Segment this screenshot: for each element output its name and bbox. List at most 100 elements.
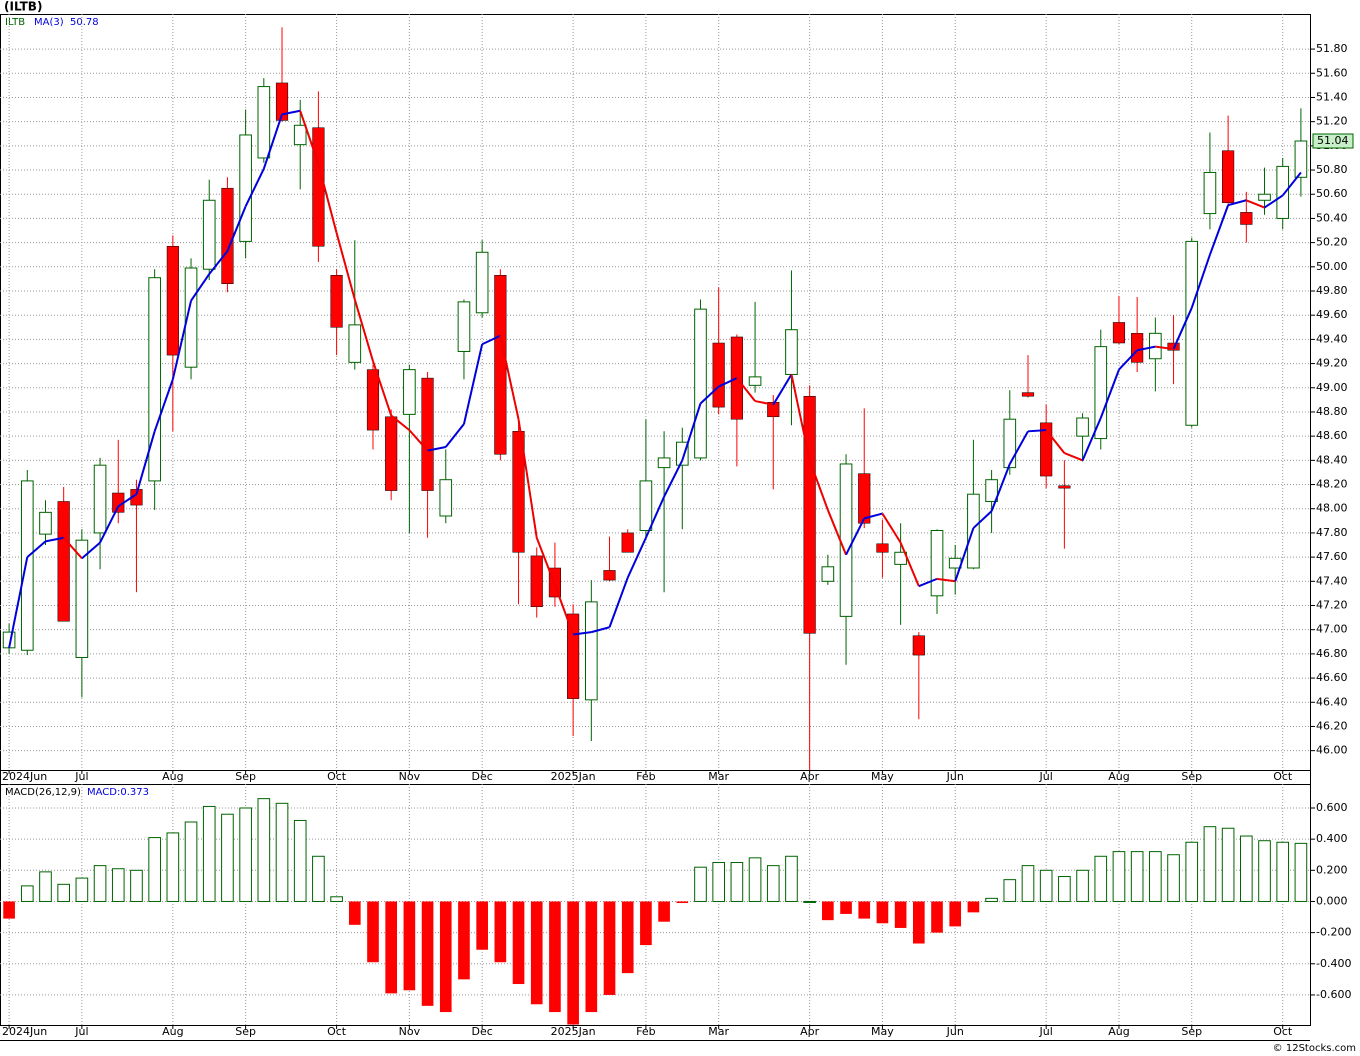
y-tick-label: 49.40 [1316, 332, 1348, 345]
macd-bar [1203, 826, 1217, 902]
candle-body [1276, 165, 1290, 219]
candle-body [93, 464, 107, 534]
y-tick-label: 46.40 [1316, 695, 1348, 708]
macd-bar [931, 901, 943, 933]
candle-body [712, 342, 725, 408]
ma-line [626, 537, 647, 579]
ma-line [1027, 429, 1047, 433]
ma-line [1263, 194, 1284, 209]
x-tick-label: Mar [708, 1025, 729, 1038]
candle-body [348, 324, 362, 363]
legend-symbol: ILTB [5, 17, 25, 28]
ma-line [881, 513, 902, 544]
ma-line [954, 527, 975, 582]
macd-bar [458, 901, 470, 980]
macd-bar [348, 901, 361, 925]
ma-line [845, 517, 866, 556]
candle-body [748, 376, 762, 386]
ma-line [772, 373, 793, 406]
x-tick-label: 2024Jun [2, 770, 47, 783]
y-tick-label: 50.40 [1316, 211, 1348, 224]
candle-body [221, 187, 234, 284]
macd-bar [1185, 841, 1199, 902]
x-tick-label: Aug [1108, 1025, 1129, 1038]
y-tick-label: 46.20 [1316, 719, 1348, 732]
candle-body [1058, 485, 1071, 489]
ma-line [1045, 429, 1066, 454]
y-tick-label: 49.00 [1316, 381, 1348, 394]
candle-body [293, 124, 307, 146]
candle-body [912, 635, 925, 656]
ma-line [408, 429, 429, 452]
x-tick-label: Mar [708, 770, 729, 783]
candle-body [876, 543, 889, 553]
x-tick-label: Jul [74, 1025, 88, 1038]
candle-body [1003, 418, 1017, 469]
y-tick-label: 49.20 [1316, 357, 1348, 370]
candle-body [767, 402, 780, 418]
macd-bar [712, 862, 726, 902]
ma-line [208, 250, 229, 275]
ma-line [517, 419, 538, 538]
x-tick-label: Aug [1108, 770, 1129, 783]
x-tick-label: Jun [946, 1025, 964, 1038]
chart-title: (ILTB) [4, 0, 42, 14]
macd-bar [93, 865, 107, 902]
x-tick-label: Sep [235, 1025, 256, 1038]
ma-line [936, 577, 956, 583]
ma-line [444, 423, 465, 448]
y-tick-label: 50.80 [1316, 163, 1348, 176]
macd-bar [1276, 841, 1290, 902]
candle-body [1240, 212, 1253, 225]
macd-bar [1167, 854, 1180, 902]
candle-body [530, 555, 543, 607]
ma-line [1155, 345, 1174, 351]
x-tick-label: Nov [399, 770, 421, 783]
macd-bar [293, 819, 307, 902]
ma-line [644, 496, 666, 539]
ma-line [826, 509, 847, 556]
ma-line [863, 512, 883, 520]
macd-bar [876, 901, 889, 924]
macd-bar [567, 901, 579, 1025]
candle-body [584, 601, 598, 701]
ma-line [372, 360, 393, 416]
macd-bar [1258, 840, 1271, 902]
candle-body [639, 480, 653, 531]
macd-bar [1076, 869, 1089, 902]
macd-bar [57, 883, 71, 902]
ma-line [153, 378, 174, 432]
macd-bar [75, 877, 89, 902]
candle-body [785, 329, 798, 375]
macd-bar [1039, 869, 1053, 902]
x-tick-label: Sep [1181, 1025, 1202, 1038]
macd-bar [111, 868, 125, 902]
ma-line [663, 459, 684, 498]
macd-bar [912, 901, 925, 944]
candle-body [1185, 240, 1199, 426]
macd-bar [766, 865, 780, 902]
x-tick-label: Apr [800, 770, 820, 783]
ma-line [299, 110, 320, 165]
candle-body [57, 501, 70, 622]
candle-body [457, 301, 471, 352]
ma-line [117, 493, 138, 508]
ma-line [226, 205, 247, 252]
x-tick-label: May [871, 770, 894, 783]
candle-body [803, 395, 816, 634]
candle-body [1094, 346, 1108, 440]
ma-line [718, 377, 738, 388]
y-tick-label: 0.200 [1316, 863, 1348, 876]
y-tick-label: 51.60 [1316, 66, 1348, 79]
y-tick-label: 51.20 [1316, 115, 1348, 128]
candle-body [512, 431, 525, 553]
macd-bar [20, 885, 34, 902]
macd-bar [1021, 865, 1035, 902]
x-tick-label: Dec [472, 770, 493, 783]
x-tick-label: Apr [800, 1025, 820, 1038]
y-tick-label: -0.200 [1316, 926, 1351, 939]
candle-body [567, 613, 580, 699]
candle-body [985, 479, 998, 502]
x-tick-label: Jul [1039, 1025, 1053, 1038]
ma-line [1227, 199, 1247, 207]
